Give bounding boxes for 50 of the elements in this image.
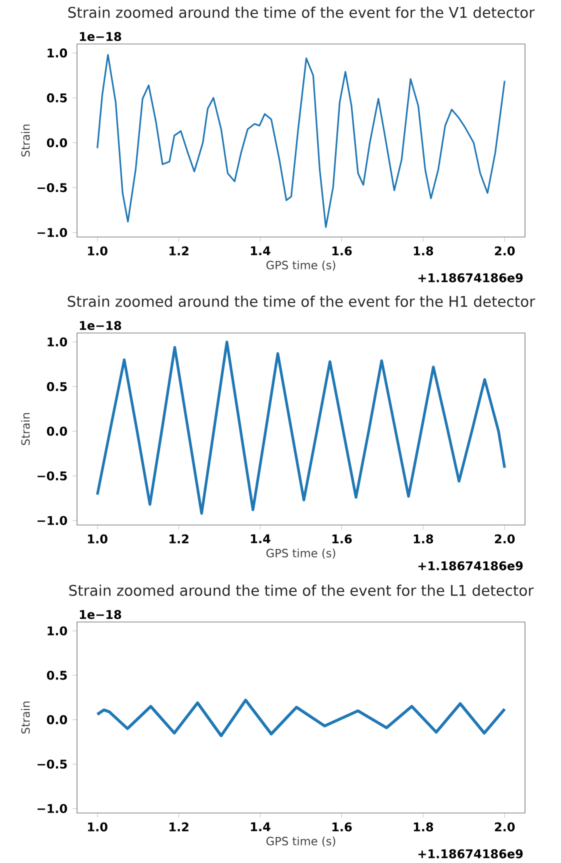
x-tick-label: 2.0 xyxy=(494,534,515,544)
text: 1e−18 xyxy=(80,610,122,620)
x-tick-label: 1.8 xyxy=(414,822,434,832)
y-tick-label: 0.5 xyxy=(46,93,67,102)
text: 1e−18 xyxy=(80,32,122,42)
text: 1e−18 xyxy=(80,320,122,330)
x-tick-label: 1.4 xyxy=(251,246,270,256)
x-tick-label: 2.0 xyxy=(494,822,515,832)
y-tick-label: −1.0 xyxy=(38,516,68,526)
x-tick-label: 1.2 xyxy=(170,534,188,544)
x-tick-label: 1.0 xyxy=(88,822,108,832)
y-tick-label: 1.0 xyxy=(48,48,68,58)
line-series xyxy=(96,54,506,228)
y-tick-label: −0.5 xyxy=(38,760,67,769)
y-tick-label: 0.5 xyxy=(46,670,67,680)
y-tick-label: 1.0 xyxy=(48,626,68,636)
y-tick-label: −1.0 xyxy=(38,804,68,814)
text: +1.18674186e9 xyxy=(418,849,523,858)
y-tick-label: 0.0 xyxy=(46,426,68,436)
line-series xyxy=(96,698,506,738)
x-tick-label: 1.6 xyxy=(332,246,352,256)
x-tick-label: 1.6 xyxy=(332,534,352,544)
y-tick-label: −1.0 xyxy=(38,228,68,238)
x-tick-label: 1.8 xyxy=(414,534,434,544)
y-tick-label: −0.5 xyxy=(38,183,67,192)
text: +1.18674186e9 xyxy=(418,561,523,570)
y-axis-title: Strain xyxy=(21,413,30,446)
y-tick-label: 0.0 xyxy=(46,138,68,148)
chart-title: Strain zoomed around the time of the event for the L1 detector xyxy=(69,584,534,596)
chart-title: Strain zoomed around the time of the event for the V1 detector xyxy=(68,6,535,18)
x-tick-label: 1.0 xyxy=(88,246,108,256)
y-axis-title: Strain xyxy=(21,124,30,157)
text: +1.18674186e9 xyxy=(418,273,523,282)
y-tick-label: 0.5 xyxy=(46,382,67,392)
y-tick-label: 1.0 xyxy=(48,337,68,346)
x-axis-title: GPS time (s) xyxy=(266,548,336,559)
x-tick-label: 1.0 xyxy=(88,534,108,544)
chart-title: Strain zoomed around the time of the event for the H1 detector xyxy=(68,296,536,307)
x-tick-label: 1.2 xyxy=(170,822,188,832)
x-axis-title: GPS time (s) xyxy=(266,260,336,271)
x-tick-label: 1.8 xyxy=(414,246,434,256)
x-tick-label: 1.4 xyxy=(251,822,270,832)
x-tick-label: 1.2 xyxy=(170,246,188,256)
x-tick-label: 2.0 xyxy=(494,246,515,256)
y-tick-label: 0.0 xyxy=(46,715,68,724)
x-tick-label: 1.6 xyxy=(332,822,352,832)
x-axis-title: GPS time (s) xyxy=(266,836,336,847)
y-axis-title: Strain xyxy=(21,702,30,734)
x-tick-label: 1.4 xyxy=(251,534,270,544)
y-tick-label: −0.5 xyxy=(38,471,67,480)
